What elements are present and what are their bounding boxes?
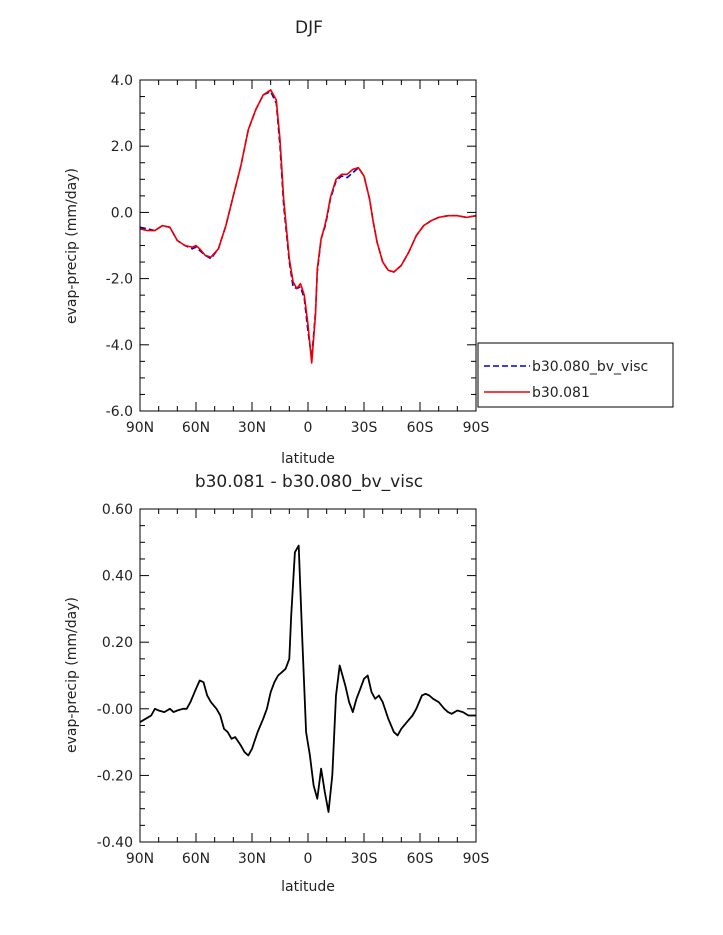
y-tick-label: -0.40 xyxy=(97,835,133,851)
x-tick-label: 30N xyxy=(238,851,266,867)
x-tick-label: 60S xyxy=(407,420,434,436)
x-tick-label: 90S xyxy=(463,420,490,436)
y-tick-label: 0.60 xyxy=(102,502,133,518)
y-tick-label: -0.00 xyxy=(97,702,133,718)
legend-label: b30.081 xyxy=(532,385,590,401)
top-chart-ylabel: evap-precip (mm/day) xyxy=(64,168,80,324)
legend-box xyxy=(477,342,674,408)
y-tick-label: -2.0 xyxy=(106,272,133,288)
bottom-chart-frame xyxy=(139,508,477,843)
x-tick-label: 30N xyxy=(238,420,266,436)
x-tick-label: 30S xyxy=(351,851,378,867)
top-chart-xlabel: latitude xyxy=(281,451,335,467)
legend-label: b30.080_bv_visc xyxy=(532,359,648,375)
top-chart-frame xyxy=(139,79,477,412)
x-tick-label: 30S xyxy=(351,420,378,436)
x-tick-label: 60N xyxy=(182,851,210,867)
top-chart: DJF -6.0 -4.0 -2.0 0.0 2.0 4.0 90N 60N 30N 0 30S 60… xyxy=(64,18,674,467)
x-tick-label: 90N xyxy=(126,420,154,436)
y-tick-label: 0.40 xyxy=(102,569,133,585)
series-line-difference xyxy=(139,544,476,813)
y-tick-label: 2.0 xyxy=(111,139,133,155)
y-tick-label: -0.20 xyxy=(97,768,133,784)
x-tick-label: 0 xyxy=(304,420,313,436)
bottom-chart-title: b30.081 - b30.080_bv_visc xyxy=(195,472,423,492)
y-tick-label: 0.0 xyxy=(111,205,133,221)
top-chart-series xyxy=(139,89,477,364)
x-tick-label: 90S xyxy=(463,851,490,867)
y-tick-label: -4.0 xyxy=(106,338,133,354)
series-line-b30-081 xyxy=(139,89,477,364)
bottom-chart-ylabel: evap-precip (mm/day) xyxy=(64,597,80,753)
x-tick-label: 60S xyxy=(407,851,434,867)
bottom-chart-ticks: -0.40 -0.20 -0.00 0.20 0.40 0.60 90N 60N 30N 0 30S… xyxy=(97,502,490,867)
x-tick-label: 60N xyxy=(182,420,210,436)
y-tick-label: 0.20 xyxy=(102,635,133,651)
top-chart-ticks: -6.0 -4.0 -2.0 0.0 2.0 4.0 90N 60N 30N 0 30S 60S 90S xyxy=(106,73,490,436)
y-tick-label: 4.0 xyxy=(111,73,133,89)
top-chart-title: DJF xyxy=(295,18,323,38)
bottom-chart-series xyxy=(139,544,476,813)
bottom-chart-xlabel: latitude xyxy=(281,879,335,895)
bottom-chart: b30.081 - b30.080_bv_visc -0.40 -0.20 -0.0… xyxy=(64,472,489,895)
legend: b30.080_bv_visc b30.081 xyxy=(484,359,648,401)
x-tick-label: 90N xyxy=(126,851,154,867)
x-tick-label: 0 xyxy=(304,851,313,867)
y-tick-label: -6.0 xyxy=(106,404,133,420)
